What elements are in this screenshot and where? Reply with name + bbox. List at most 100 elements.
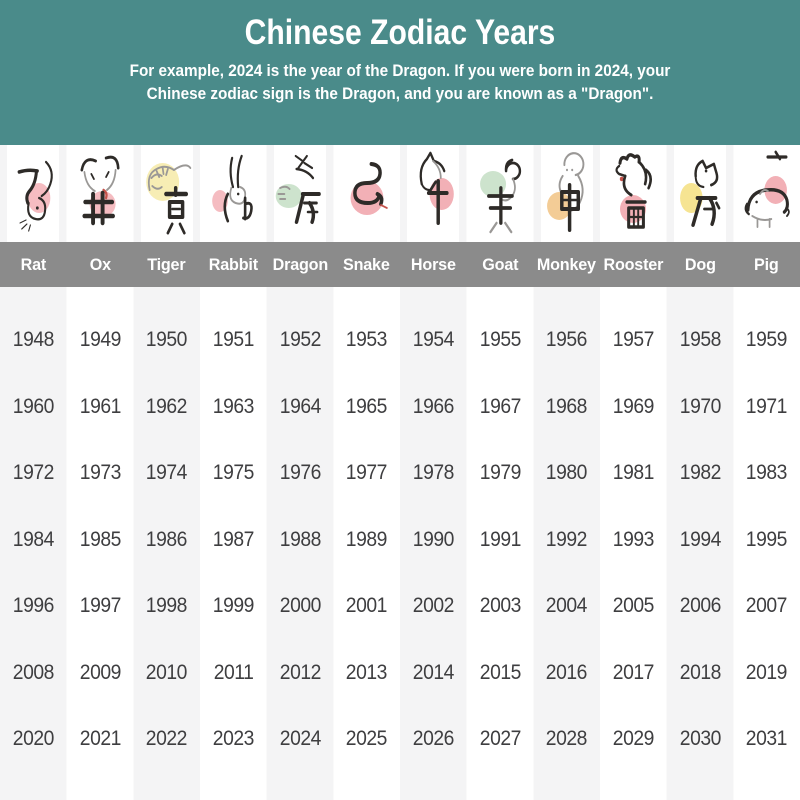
- year-cell-dragon-1952: 1952: [279, 328, 321, 352]
- year-cell-tiger-1974: 1974: [146, 461, 188, 485]
- zodiac-illustration-goat: [467, 145, 534, 242]
- year-cell-pig-1983: 1983: [746, 461, 788, 485]
- year-cell-snake-2013: 2013: [346, 660, 388, 684]
- year-cell-horse-1990: 1990: [412, 527, 455, 551]
- year-cell-pig-2007: 2007: [746, 594, 788, 618]
- year-cell-pig-2031: 2031: [746, 727, 788, 751]
- years-grid: 1948 1949 1950 1951 1952 1953 1954 1955 1956 1957…: [0, 287, 800, 773]
- zodiac-table: Rat Ox Tiger Rabbit Dragon Snake Horse Goat Monk…: [0, 145, 800, 800]
- rooster-art-box: [607, 145, 660, 242]
- animal-name-rooster: Rooster: [603, 254, 664, 274]
- animal-name-pig: Pig: [754, 254, 779, 274]
- animal-name-dog: Dog: [684, 254, 716, 274]
- year-cell-dog-1958: 1958: [679, 328, 721, 352]
- year-cell-horse-2014: 2014: [412, 660, 455, 684]
- year-cell-dog-1982: 1982: [679, 461, 721, 485]
- animal-name-rat: Rat: [20, 254, 47, 274]
- pig-art-box: [740, 145, 793, 242]
- year-cell-rooster-1981: 1981: [612, 461, 655, 485]
- year-cell-pig-1995: 1995: [746, 527, 788, 551]
- zodiac-illustration-rat: [0, 145, 67, 242]
- year-cell-monkey-2028: 2028: [546, 727, 588, 751]
- year-cell-tiger-2022: 2022: [146, 727, 188, 751]
- animal-name-tiger: Tiger: [147, 254, 186, 274]
- year-cell-tiger-1986: 1986: [146, 527, 188, 551]
- animal-name-monkey: Monkey: [537, 254, 597, 274]
- subtitle-line-2: Chinese zodiac sign is the Dragon, and y…: [146, 84, 654, 103]
- year-cell-rooster-2029: 2029: [612, 727, 655, 751]
- year-cell-ox-1973: 1973: [79, 461, 121, 485]
- zodiac-illustration-pig: [733, 145, 800, 242]
- year-cell-snake-1965: 1965: [346, 394, 388, 418]
- year-cell-snake-1977: 1977: [346, 461, 388, 485]
- zodiac-illustration-snake: [333, 145, 400, 242]
- year-cell-goat-2003: 2003: [479, 594, 521, 618]
- year-cell-goat-2027: 2027: [479, 727, 521, 751]
- year-cell-dragon-2024: 2024: [279, 727, 321, 751]
- tiger-icon: [141, 146, 193, 242]
- year-cell-tiger-1950: 1950: [146, 328, 188, 352]
- page-subtitle: For example, 2024 is the year of the Dra…: [85, 59, 715, 105]
- year-cell-rabbit-1951: 1951: [212, 328, 255, 352]
- tiger-art-box: [140, 145, 193, 242]
- zodiac-illustration-ox: [67, 145, 134, 242]
- year-cell-rabbit-1987: 1987: [212, 527, 255, 551]
- year-cell-snake-2001: 2001: [346, 594, 388, 618]
- year-cell-rooster-1969: 1969: [612, 394, 655, 418]
- year-cell-dog-1994: 1994: [679, 527, 721, 551]
- year-cell-monkey-2004: 2004: [546, 594, 588, 618]
- zodiac-illustration-dog: [667, 145, 734, 242]
- pig-icon: [741, 146, 793, 242]
- year-cell-rooster-1993: 1993: [612, 527, 655, 551]
- year-cell-rooster-1957: 1957: [612, 328, 655, 352]
- year-cell-goat-1979: 1979: [479, 461, 521, 485]
- year-cell-horse-2002: 2002: [412, 594, 455, 618]
- animal-names-band: Rat Ox Tiger Rabbit Dragon Snake Horse Goat Monk…: [0, 242, 800, 287]
- dragon-icon: [274, 146, 326, 242]
- animal-name-horse: Horse: [410, 254, 456, 274]
- dragon-art-box: [273, 145, 326, 242]
- animal-name-rabbit: Rabbit: [208, 254, 258, 274]
- year-cell-dog-2006: 2006: [679, 594, 721, 618]
- year-cell-ox-1949: 1949: [79, 328, 121, 352]
- year-cell-dog-2030: 2030: [679, 727, 721, 751]
- year-cell-rabbit-1975: 1975: [212, 461, 255, 485]
- rabbit-art-box: [207, 145, 260, 242]
- year-cell-rabbit-1999: 1999: [212, 594, 255, 618]
- animal-illustrations-row: [0, 145, 800, 242]
- year-cell-dragon-2012: 2012: [279, 660, 321, 684]
- year-cell-rat-1984: 1984: [12, 527, 55, 551]
- page-title: Chinese Zodiac Years: [244, 13, 556, 52]
- animal-name-goat: Goat: [481, 254, 519, 274]
- year-cell-tiger-1998: 1998: [146, 594, 188, 618]
- monkey-icon: [541, 146, 593, 242]
- year-cell-pig-1959: 1959: [746, 328, 788, 352]
- year-cell-dog-1970: 1970: [679, 394, 721, 418]
- rooster-icon: [607, 146, 659, 242]
- year-cell-rat-1972: 1972: [12, 461, 55, 485]
- year-cell-horse-1966: 1966: [412, 394, 455, 418]
- year-cell-ox-1961: 1961: [79, 394, 121, 418]
- year-cell-pig-2019: 2019: [746, 660, 788, 684]
- year-cell-rabbit-1963: 1963: [212, 394, 255, 418]
- year-cell-tiger-2010: 2010: [146, 660, 188, 684]
- year-cell-rat-1960: 1960: [12, 394, 55, 418]
- year-cell-dragon-1976: 1976: [279, 461, 321, 485]
- year-cell-horse-1954: 1954: [412, 328, 455, 352]
- snake-art-box: [340, 145, 393, 242]
- zodiac-illustration-horse: [400, 145, 467, 242]
- rat-icon: [7, 146, 59, 242]
- year-cell-goat-1955: 1955: [479, 328, 521, 352]
- year-cell-rabbit-2011: 2011: [213, 660, 254, 684]
- year-cell-goat-1967: 1967: [479, 394, 521, 418]
- year-cell-monkey-1968: 1968: [546, 394, 588, 418]
- year-cell-monkey-1980: 1980: [546, 461, 588, 485]
- year-cell-rooster-2005: 2005: [612, 594, 655, 618]
- year-cell-snake-1953: 1953: [346, 328, 388, 352]
- year-cell-pig-1971: 1971: [746, 394, 788, 418]
- zodiac-illustration-rabbit: [200, 145, 267, 242]
- dog-icon: [674, 146, 726, 242]
- year-cell-rooster-2017: 2017: [612, 660, 655, 684]
- year-cell-ox-2021: 2021: [79, 727, 121, 751]
- year-cell-goat-2015: 2015: [479, 660, 521, 684]
